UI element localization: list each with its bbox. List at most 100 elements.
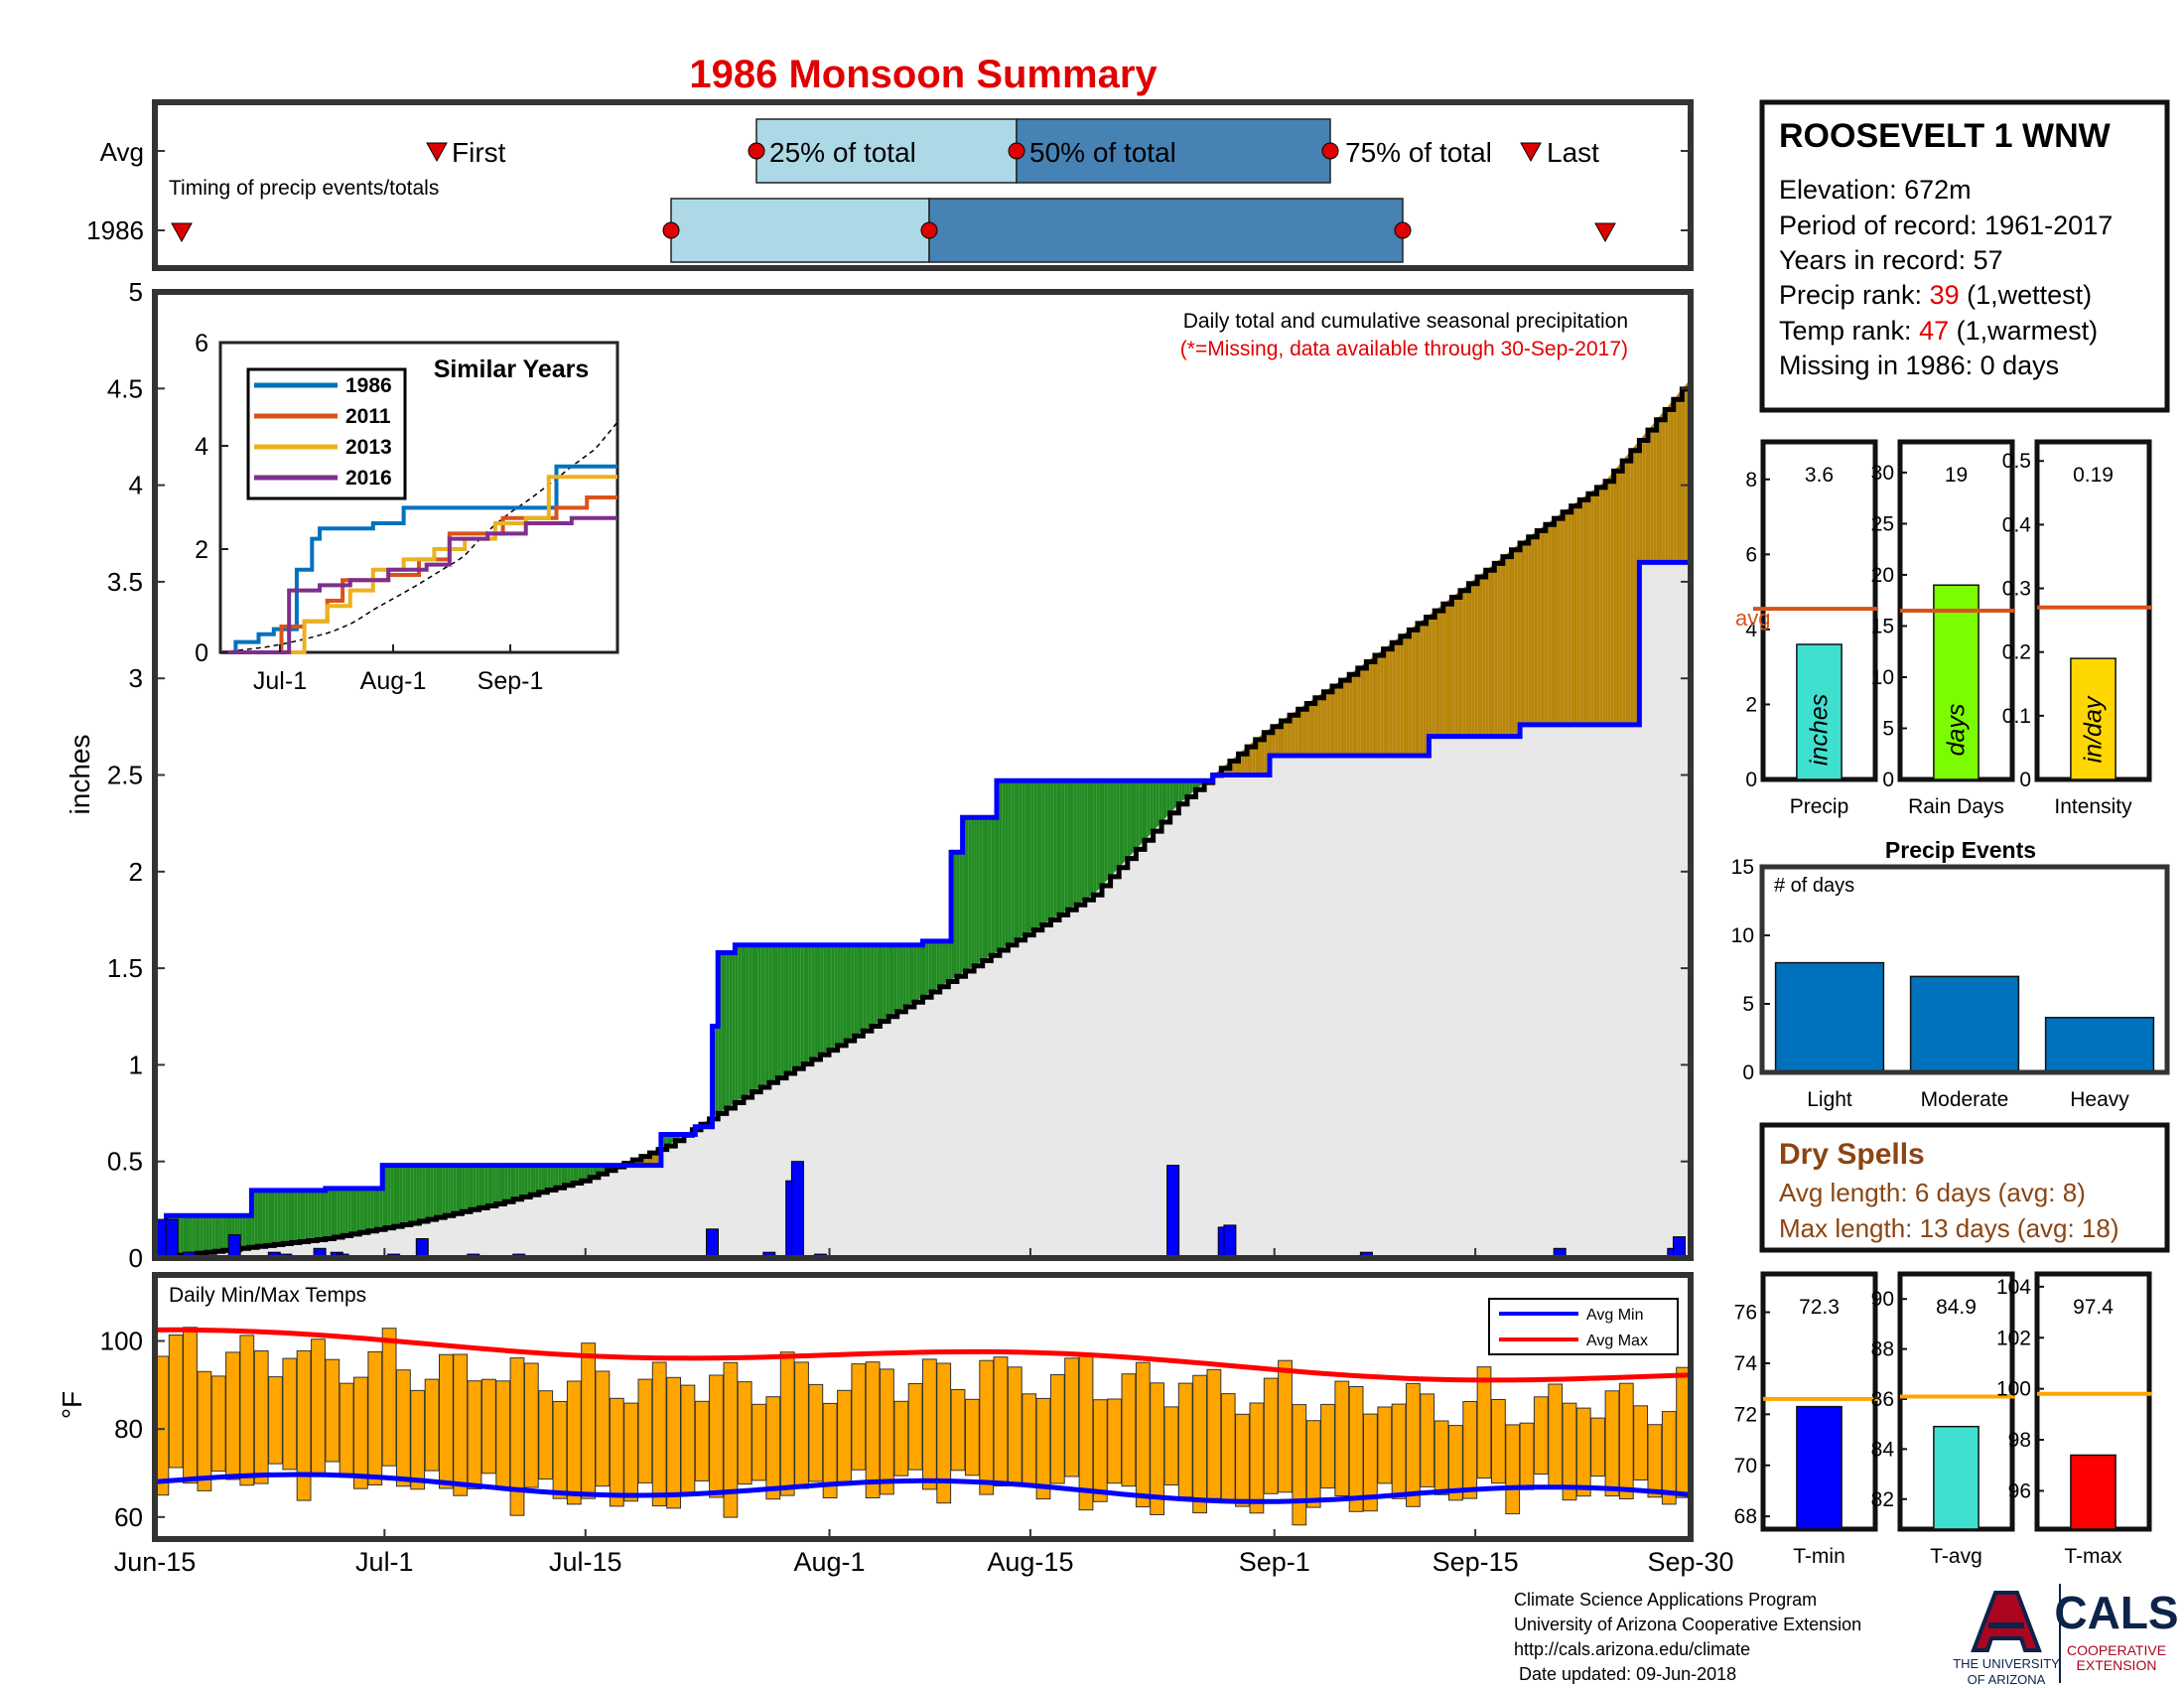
above-average-segment — [416, 1165, 420, 1222]
above-average-segment — [300, 1190, 303, 1242]
below-average-segment — [1573, 501, 1577, 725]
below-average-segment — [1445, 599, 1449, 737]
above-average-segment — [860, 944, 864, 1033]
stat-ytick-label: 82 — [1871, 1488, 1894, 1511]
below-average-segment — [1607, 474, 1611, 725]
year-p75-marker — [1394, 221, 1412, 239]
main-xtick-label: Aug-1 — [793, 1547, 865, 1577]
daily-temp-bar — [851, 1363, 867, 1471]
inset-average-line — [219, 421, 618, 653]
daily-temp-bar — [1562, 1402, 1577, 1501]
above-average-segment — [888, 944, 891, 1017]
daily-temp-bar — [1590, 1417, 1605, 1477]
daily-temp-bar — [1192, 1374, 1207, 1514]
inset-series-line-2016 — [220, 515, 617, 654]
above-average-segment — [501, 1165, 505, 1202]
stat-ytick-label: 0.4 — [2002, 513, 2032, 536]
above-average-segment — [939, 940, 943, 987]
above-average-segment — [908, 944, 911, 1006]
daily-precip-bar — [1166, 1165, 1180, 1259]
below-average-segment — [1508, 549, 1512, 737]
above-average-segment — [893, 944, 897, 1014]
above-average-segment — [871, 944, 875, 1027]
daily-temp-bar — [723, 1361, 739, 1518]
above-average-segment — [808, 944, 812, 1061]
daily-temp-bar — [950, 1389, 966, 1472]
temp-stat-bars: 68 70 72 74 76 72.3 T-min 82 84 86 88 90 84.9 T-avg 96… — [1734, 1271, 2152, 1568]
stat-ytick-label: 10 — [1871, 666, 1894, 689]
above-average-segment — [347, 1188, 351, 1235]
above-average-segment — [492, 1165, 496, 1205]
below-average-segment — [1355, 667, 1358, 756]
stat-bar — [1933, 1425, 1979, 1530]
below-average-segment — [1630, 447, 1634, 725]
above-average-segment — [754, 944, 758, 1091]
inset-legend-label: 2016 — [345, 467, 392, 490]
below-average-segment — [1482, 570, 1486, 737]
above-average-segment — [186, 1215, 190, 1255]
above-average-segment — [183, 1215, 187, 1255]
above-average-segment — [433, 1165, 437, 1218]
daily-temp-bar — [523, 1362, 539, 1488]
avg-last-label: Last — [1547, 137, 1599, 168]
above-average-segment — [1079, 780, 1082, 904]
daily-temp-bar — [936, 1362, 952, 1504]
daily-temp-bar — [1107, 1398, 1122, 1484]
above-average-segment — [948, 940, 952, 982]
daily-temp-bar — [552, 1401, 568, 1499]
below-average-segment — [1403, 632, 1407, 756]
below-average-segment — [1596, 485, 1600, 725]
stat-value-label: 19 — [1945, 464, 1968, 487]
below-average-segment — [1565, 507, 1569, 725]
daily-temp-bar — [1633, 1405, 1648, 1481]
main-ytick-label: 1.5 — [107, 953, 143, 983]
daily-temp-bar — [666, 1376, 682, 1509]
stat-ytick-label: 96 — [2008, 1479, 2031, 1502]
daily-temp-bar — [509, 1357, 525, 1516]
daily-temp-bar — [1575, 1407, 1591, 1497]
above-average-segment — [274, 1190, 278, 1245]
dry-spells-max: Max length: 13 days (avg: 18) — [1779, 1213, 2119, 1243]
below-average-segment — [1369, 657, 1373, 756]
above-average-segment — [308, 1190, 312, 1241]
above-average-segment — [760, 944, 764, 1087]
below-average-segment — [1397, 635, 1401, 756]
below-average-segment — [1389, 642, 1393, 756]
inset-ytick-label: 6 — [195, 330, 208, 357]
temp-plot-area — [154, 1327, 1692, 1526]
above-average-segment — [1036, 780, 1039, 928]
station-temp-rank: Temp rank: 47 (1,warmest) — [1779, 316, 2098, 346]
above-average-segment — [715, 1026, 719, 1116]
above-average-segment — [1061, 780, 1065, 914]
above-average-segment — [538, 1165, 542, 1193]
below-average-segment — [1448, 597, 1452, 737]
above-average-segment — [291, 1190, 295, 1243]
below-average-segment — [1670, 399, 1674, 563]
above-average-segment — [495, 1165, 499, 1204]
above-average-segment — [425, 1165, 428, 1220]
main-ytick-label: 0 — [129, 1243, 143, 1273]
daily-temp-bar — [751, 1403, 766, 1481]
below-average-segment — [1545, 522, 1549, 725]
daily-temp-bar — [1320, 1403, 1335, 1489]
above-average-segment — [985, 817, 989, 959]
above-average-segment — [817, 944, 821, 1056]
above-average-segment — [510, 1165, 513, 1200]
temp-ylabel: °F — [57, 1391, 87, 1419]
below-average-segment — [1610, 471, 1614, 725]
above-average-segment — [288, 1190, 292, 1243]
daily-temp-bar — [1135, 1361, 1151, 1508]
daily-precip-bar — [227, 1234, 241, 1259]
below-average-segment — [1528, 534, 1532, 725]
above-average-segment — [1178, 780, 1182, 804]
daily-temp-bar — [637, 1378, 653, 1483]
below-average-segment — [1616, 464, 1620, 725]
above-average-segment — [527, 1165, 531, 1196]
stat-bar — [1933, 584, 1979, 780]
above-average-segment — [814, 944, 818, 1058]
main-plot-area — [154, 378, 1694, 1261]
below-average-segment — [1593, 487, 1597, 725]
below-average-segment — [1297, 707, 1301, 756]
season-stat-bars: 0 2 4 6 8 avg 3.6 inches Precip 0 5 10 15 20 25 30 19 day… — [1735, 439, 2152, 818]
above-average-segment — [268, 1190, 272, 1245]
